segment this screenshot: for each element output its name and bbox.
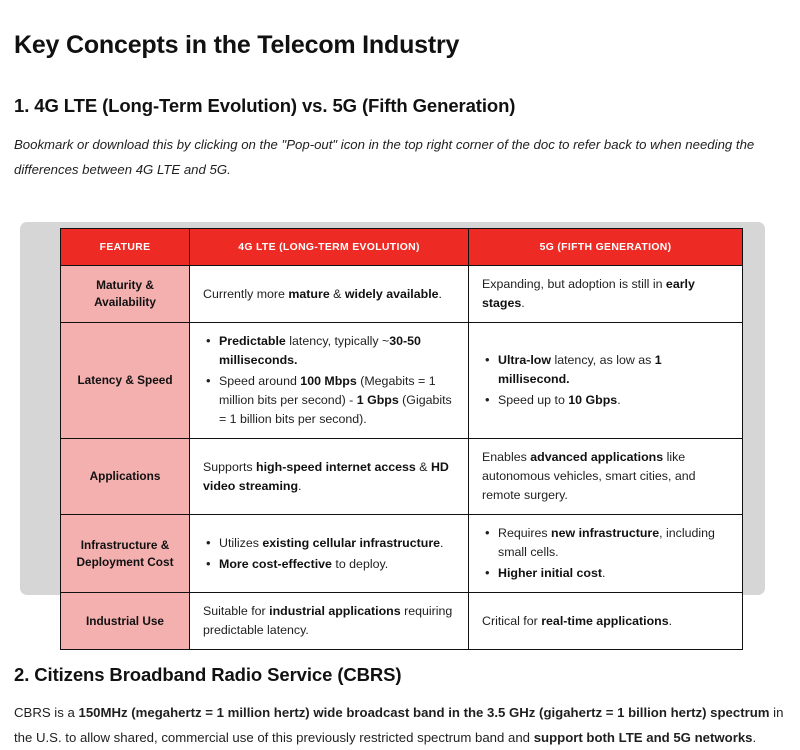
column-header-feature: FEATURE — [60, 228, 190, 266]
fiveg-cell: Critical for real-time applications. — [468, 592, 743, 650]
section-heading-4g-vs-5g: 1. 4G LTE (Long-Term Evolution) vs. 5G (… — [14, 95, 516, 117]
table-body: Maturity & Availability Currently more mat… — [60, 265, 743, 650]
cell-bullet-item: Requires new infrastructure, including s… — [485, 523, 729, 562]
cell-bullet-list: Predictable latency, typically ~30-50 mi… — [203, 331, 455, 429]
comparison-table-card: FEATURE 4G LTE (LONG-TERM EVOLUTION) 5G … — [20, 222, 765, 650]
cell-bullet-item: Ultra-low latency, as low as 1 milliseco… — [485, 350, 729, 389]
cell-paragraph: Expanding, but adoption is still in earl… — [482, 277, 695, 310]
cell-paragraph: Suitable for industrial applications req… — [203, 604, 453, 637]
lte-cell: Suitable for industrial applications req… — [189, 592, 469, 650]
column-header-4g-lte: 4G LTE (LONG-TERM EVOLUTION) — [189, 228, 469, 266]
cell-bullet-item: More cost-effective to deploy. — [206, 554, 455, 574]
table-row: Infrastructure &Deployment Cost Utilizes … — [60, 514, 743, 593]
cbrs-paragraph: CBRS is a 150MHz (megahertz = 1 million … — [14, 705, 784, 746]
fiveg-cell: Enables advanced applications like auton… — [468, 438, 743, 515]
cell-bullet-item: Speed around 100 Mbps (Megabits = 1 mill… — [206, 371, 455, 429]
feature-cell: Maturity & Availability — [60, 265, 190, 323]
page-title: Key Concepts in the Telecom Industry — [14, 30, 460, 59]
lte-cell: Currently more mature & widely available… — [189, 265, 469, 323]
cell-paragraph: Enables advanced applications like auton… — [482, 450, 696, 502]
comparison-table: FEATURE 4G LTE (LONG-TERM EVOLUTION) 5G … — [60, 228, 743, 650]
cell-bullet-item: Predictable latency, typically ~30-50 mi… — [206, 331, 455, 370]
fiveg-cell: Requires new infrastructure, including s… — [468, 514, 743, 593]
fiveg-cell: Ultra-low latency, as low as 1 milliseco… — [468, 322, 743, 439]
feature-cell: Applications — [60, 438, 190, 515]
cell-bullet-item: Higher initial cost. — [485, 563, 729, 583]
table-row: Latency & Speed Predictable latency, typi… — [60, 322, 743, 439]
cell-paragraph: Supports high-speed internet access & HD… — [203, 459, 449, 493]
table-row: Maturity & Availability Currently more mat… — [60, 265, 743, 323]
lte-cell: Predictable latency, typically ~30-50 mi… — [189, 322, 469, 439]
feature-cell: Industrial Use — [60, 592, 190, 650]
cell-bullet-list: Utilizes existing cellular infrastructur… — [203, 533, 455, 574]
table-row: Industrial Use Suitable for industrial ap… — [60, 592, 743, 650]
lte-cell: Supports high-speed internet access & HD… — [189, 438, 469, 515]
cell-paragraph: Critical for real-time applications. — [482, 613, 673, 628]
table-header-row: FEATURE 4G LTE (LONG-TERM EVOLUTION) 5G … — [60, 228, 743, 266]
fiveg-cell: Expanding, but adoption is still in earl… — [468, 265, 743, 323]
table-row: Applications Supports high-speed internet… — [60, 438, 743, 515]
cell-bullet-item: Speed up to 10 Gbps. — [485, 390, 729, 410]
cell-bullet-item: Utilizes existing cellular infrastructur… — [206, 533, 455, 553]
intro-note-text: Bookmark or download this by clicking on… — [14, 137, 755, 178]
cell-bullet-list: Ultra-low latency, as low as 1 milliseco… — [482, 350, 729, 410]
cell-paragraph: Currently more mature & widely available… — [203, 286, 442, 301]
feature-cell: Infrastructure & Deployment Cost — [60, 514, 190, 593]
table-header: FEATURE 4G LTE (LONG-TERM EVOLUTION) 5G … — [60, 228, 743, 266]
column-header-5g: 5G (FIFTH GENERATION) — [468, 228, 743, 266]
feature-cell: Latency & Speed — [60, 322, 190, 439]
cell-bullet-list: Requires new infrastructure, including s… — [482, 523, 729, 583]
lte-cell: Utilizes existing cellular infrastructur… — [189, 514, 469, 593]
section-heading-cbrs: 2. Citizens Broadband Radio Service (CBR… — [14, 664, 402, 686]
